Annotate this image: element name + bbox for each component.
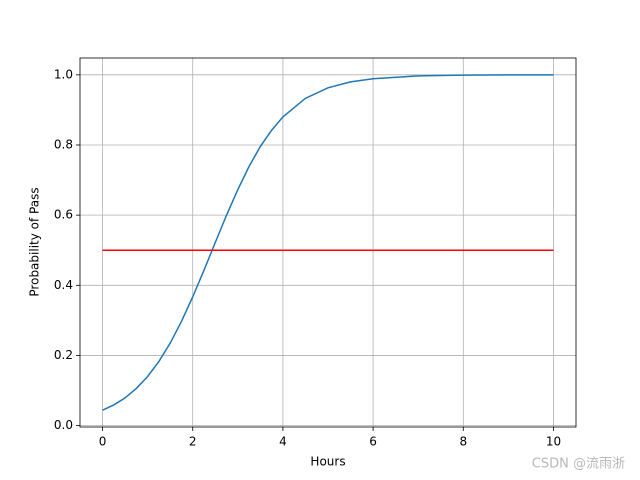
x-tick-label: 0: [99, 435, 107, 449]
line-series: [102, 74, 554, 411]
x-tick-label: 4: [279, 435, 287, 449]
x-tick-label: 2: [189, 435, 197, 449]
x-tick-label: 6: [369, 435, 377, 449]
x-tick-label: 10: [546, 435, 561, 449]
y-tick-label: 0.4: [54, 278, 73, 292]
x-tick-label: 8: [459, 435, 467, 449]
y-tick-label: 0.2: [54, 348, 73, 362]
y-tick-label: 0.8: [54, 137, 73, 151]
y-tick-label: 0.0: [54, 418, 73, 432]
watermark: CSDN @流雨浙: [532, 457, 625, 472]
y-tick-label: 1.0: [54, 67, 73, 81]
y-tick-label: 0.6: [54, 208, 73, 222]
y-axis-label: Probability of Pass: [28, 187, 42, 296]
plot-frame: [79, 57, 577, 428]
x-axis-label: Hours: [310, 455, 345, 469]
